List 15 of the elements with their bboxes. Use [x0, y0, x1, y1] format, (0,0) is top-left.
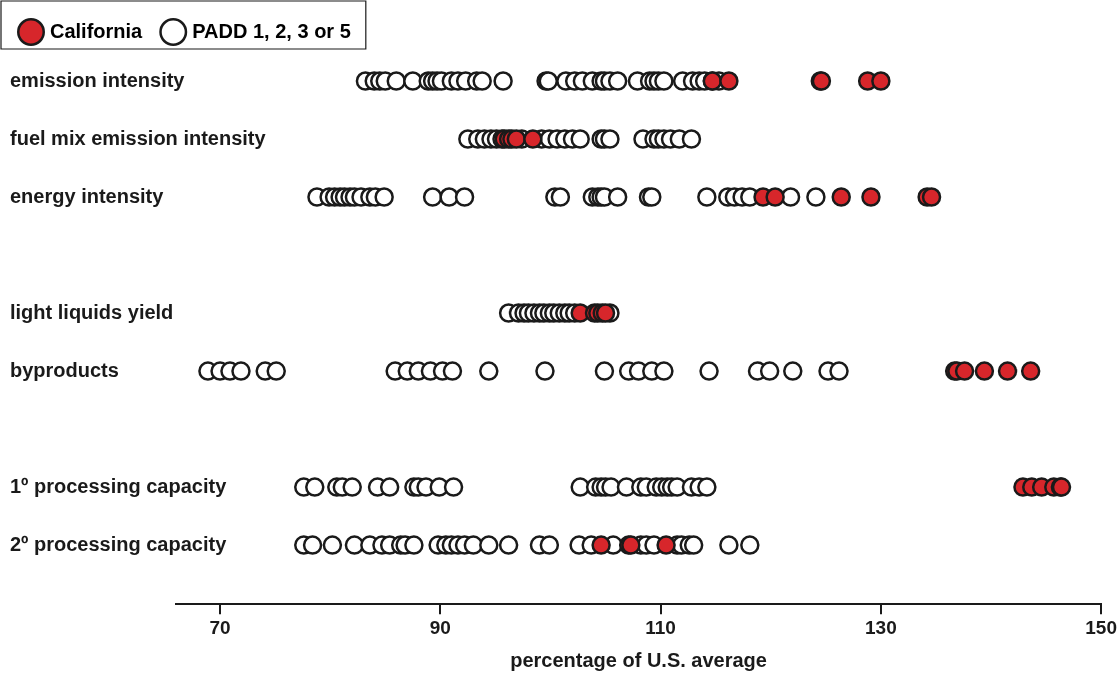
- y-tick-label: fuel mix emission intensity: [10, 126, 267, 149]
- legend-label: California: [50, 19, 144, 42]
- x-tick-label: 90: [429, 616, 451, 638]
- y-tick-label: 1º processing capacity: [10, 474, 228, 497]
- legend-label: PADD 1, 2, 3 or 5: [192, 19, 351, 42]
- y-tick-label: emission intensity: [10, 68, 186, 91]
- y-tick-label: energy intensity: [10, 184, 165, 207]
- y-tick-label: light liquids yield: [10, 300, 174, 323]
- x-tick-label: 70: [209, 616, 231, 638]
- y-tick-label: 2º processing capacity: [10, 532, 228, 555]
- x-tick-label: 150: [1085, 616, 1117, 638]
- x-tick-label: 130: [865, 616, 897, 638]
- x-axis-title: percentage of U.S. average: [510, 648, 767, 671]
- x-tick-label: 110: [645, 616, 676, 638]
- y-tick-label: byproducts: [10, 358, 119, 381]
